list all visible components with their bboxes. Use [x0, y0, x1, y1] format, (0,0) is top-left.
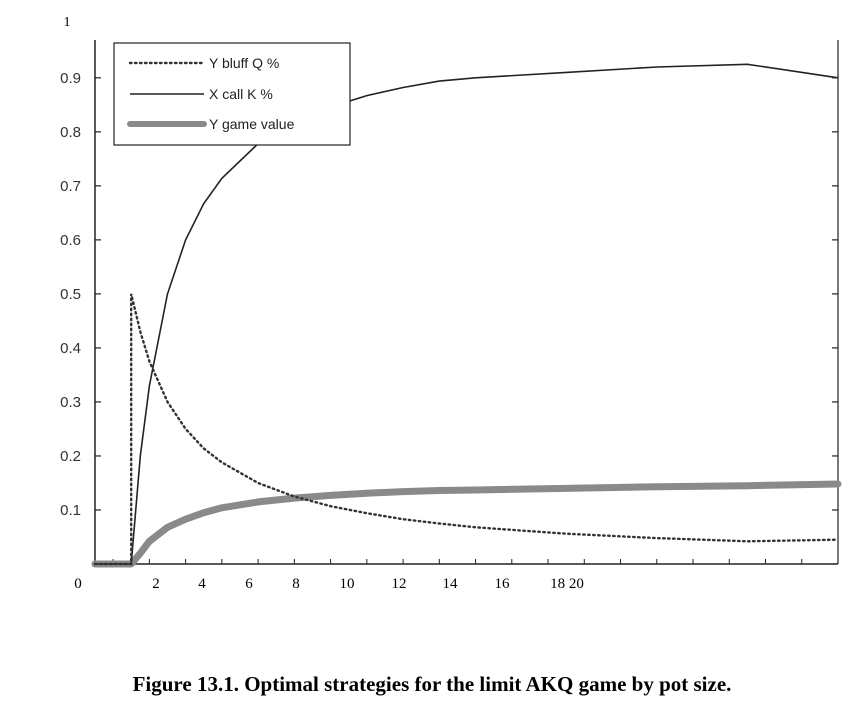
- line-chart: 0.10.20.30.40.50.60.70.80.910 2 4 6 8 10 12 14 1…: [60, 15, 842, 592]
- series-line-y-bluff-q: [93, 293, 840, 566]
- y-tick-label: 0.6: [60, 232, 81, 249]
- y-tick-label: 0.9: [60, 70, 81, 87]
- x-tick-label: 18 20: [550, 576, 584, 592]
- x-tick-label: 14: [443, 576, 459, 592]
- x-tick-label: 12: [392, 576, 407, 592]
- y-tick-label: 0.7: [60, 178, 81, 195]
- series-line-y-game-value: [91, 480, 842, 568]
- y-tick-label: 0.5: [60, 286, 81, 303]
- x-tick-label: 2: [152, 576, 160, 592]
- x-tick-label: 16: [495, 576, 511, 592]
- legend-label: Y bluff Q %: [209, 55, 279, 71]
- legend-label: X call K %: [209, 86, 273, 102]
- chart-legend: Y bluff Q % X call K % Y game value: [113, 42, 351, 146]
- chart-axes: [94, 40, 839, 565]
- x-tick-label: 8: [292, 576, 300, 592]
- y-tick-label: 0.3: [60, 394, 81, 411]
- x-tick-label: 6: [245, 576, 253, 592]
- figure-caption: Figure 13.1. Optimal strategies for the …: [132, 672, 732, 696]
- x-tick-label: 4: [198, 576, 206, 592]
- y-tick-label: 0.1: [60, 502, 81, 519]
- y-tick-label: 0.8: [60, 124, 81, 141]
- y-tick-label: 0.2: [60, 448, 81, 465]
- y-tick-label: 0.4: [60, 340, 81, 357]
- x-tick-label: 0: [74, 576, 82, 592]
- chart-ticks: 0.10.20.30.40.50.60.70.80.910 2 4 6 8 10 12 14 1…: [60, 15, 838, 592]
- x-tick-label: 10: [340, 576, 355, 592]
- legend-label: Y game value: [209, 116, 295, 132]
- y-top-label: 1: [64, 15, 71, 30]
